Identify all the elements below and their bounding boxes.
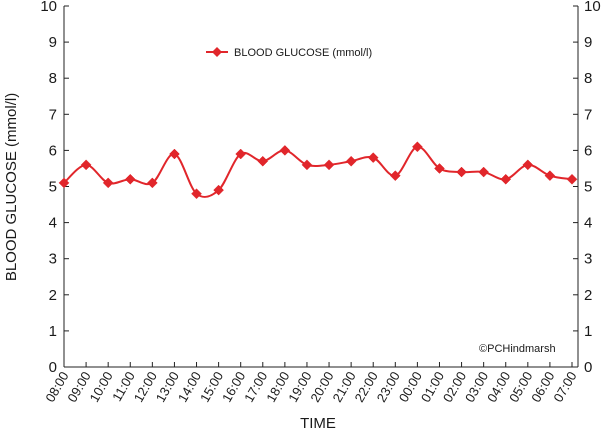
glucose-data-point	[169, 148, 180, 160]
copyright-credit: ©PCHindmarsh	[479, 343, 556, 355]
y-tick-label-right: 4	[584, 215, 592, 232]
y-tick-label-left: 2	[49, 287, 57, 304]
y-tick-label-left: 4	[49, 215, 57, 232]
y-tick-label-left: 1	[49, 323, 57, 340]
y-tick-label-left: 5	[49, 179, 57, 196]
glucose-data-point	[412, 141, 423, 153]
y-tick-label-right: 3	[584, 251, 592, 268]
y-tick-label-left: 9	[49, 34, 57, 51]
legend-diamond-marker	[212, 47, 222, 57]
x-tick-label: 07:00	[550, 369, 579, 405]
series-layer	[58, 141, 578, 200]
y-tick-label-right: 7	[584, 106, 592, 123]
y-tick-label-right: 9	[584, 34, 592, 51]
y-tick-label-right: 5	[584, 179, 592, 196]
y-tick-label-left: 8	[49, 70, 57, 87]
glucose-data-point	[191, 188, 202, 200]
glucose-data-point	[544, 170, 556, 182]
glucose-data-point	[434, 163, 445, 174]
y-tick-label-left: 10	[40, 0, 57, 15]
glucose-data-point	[146, 177, 158, 189]
glucose-data-point	[367, 152, 379, 163]
glucose-series-line	[63, 145, 573, 198]
glucose-data-point	[80, 159, 92, 171]
y-tick-label-left: 0	[49, 359, 57, 376]
glucose-data-point	[301, 159, 313, 171]
glucose-data-point	[323, 159, 335, 171]
glucose-data-point	[279, 145, 291, 156]
y-tick-label-right: 0	[584, 359, 592, 376]
y-tick-label-right: 2	[584, 287, 592, 304]
glucose-data-point	[478, 166, 490, 178]
glucose-data-point	[456, 166, 467, 178]
glucose-data-point	[566, 173, 578, 185]
y-tick-label-right: 6	[584, 142, 592, 159]
legend: BLOOD GLUCOSE (mmol/l)	[206, 47, 372, 59]
glucose-data-point	[58, 177, 70, 189]
y-tick-label-right: 1	[584, 323, 592, 340]
legend-label: BLOOD GLUCOSE (mmol/l)	[234, 47, 372, 59]
x-tick-label: 10:00	[87, 369, 116, 405]
glucose-data-point	[500, 173, 512, 185]
y-tick-label-left: 7	[49, 106, 57, 123]
y-axis-title: BLOOD GLUCOSE (mmol/l)	[3, 93, 20, 281]
glucose-data-point	[102, 177, 114, 189]
y-tick-label-left: 3	[49, 251, 57, 268]
y-tick-label-right: 10	[584, 0, 601, 15]
glucose-data-point	[213, 184, 224, 196]
glucose-data-point	[522, 159, 534, 171]
glucose-data-point	[389, 170, 401, 182]
glucose-data-point	[257, 155, 269, 167]
glucose-data-point	[235, 148, 247, 160]
glucose-data-point	[124, 173, 136, 185]
y-tick-label-left: 6	[49, 142, 57, 159]
y-tick-label-right: 8	[584, 70, 592, 87]
x-axis-title: TIME	[300, 415, 336, 430]
glucose-data-point	[345, 155, 357, 167]
